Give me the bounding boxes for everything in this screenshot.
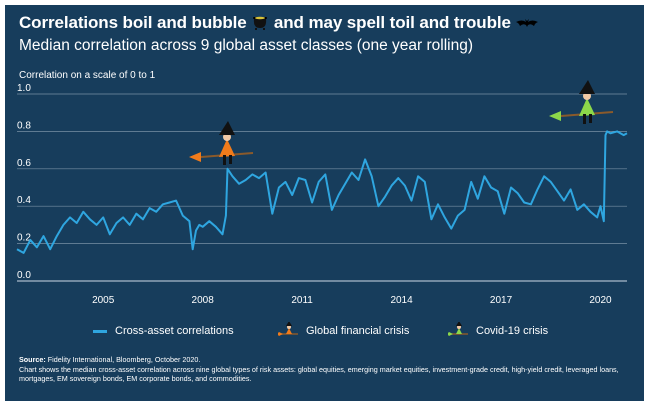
y-tick-label: 0.4: [17, 195, 31, 206]
witch-robe: [579, 98, 595, 116]
broom-bristles: [549, 111, 561, 121]
witch-leg: [589, 114, 592, 123]
title-part-1: Correlations boil and bubble: [19, 13, 247, 32]
legend-line-swatch: [93, 329, 107, 333]
legend-series-label: Cross-asset correlations: [115, 325, 234, 337]
x-tick-label: 2020: [589, 295, 612, 306]
y-tick-label: 1.0: [17, 83, 31, 94]
witch-hat: [219, 121, 235, 135]
x-tick-label: 2008: [192, 295, 215, 306]
title-part-2: and may spell toil and trouble: [273, 13, 511, 32]
chart-description-note: Chart shows the median cross-asset corre…: [19, 364, 619, 384]
witch-robe: [219, 139, 235, 157]
witch-icon: [189, 121, 254, 165]
y-tick-label: 0.2: [17, 233, 31, 244]
y-tick-label: 0.6: [17, 158, 31, 169]
legend-gfc-label: Global financial crisis: [306, 325, 410, 337]
legend-item-series: Cross-asset correlations: [93, 321, 234, 341]
cauldron-icon: [253, 16, 268, 30]
witch-leg: [223, 155, 226, 165]
y-axis-label: Correlation on a scale of 0 to 1: [19, 70, 156, 81]
witch-icon: [549, 80, 614, 124]
source-note: Source: Fidelity International, Bloomber…: [19, 355, 629, 384]
source-label: Source:: [19, 355, 46, 364]
witch-leg: [583, 114, 586, 124]
series-line: [16, 130, 628, 254]
x-tick-label: 2017: [490, 295, 513, 306]
legend-item-gfc: Global financial crisis: [278, 321, 409, 341]
witch-icon: [278, 322, 298, 336]
bat-icon: [516, 19, 539, 27]
line-chart: 0.0 0.2 0.4 0.6 0.8 1.0 2005 2008 2011 2014 2017 2…: [16, 80, 628, 306]
witch-leg: [229, 155, 232, 164]
legend-item-covid: Covid-19 crisis: [448, 321, 548, 341]
x-tick-label: 2005: [92, 295, 115, 306]
chart-panel: Correlations boil and bubble and may spe…: [5, 5, 644, 401]
witch-hat: [579, 80, 595, 94]
source-text: Fidelity International, Bloomberg, Octob…: [47, 355, 201, 364]
y-tick-label: 0.0: [17, 270, 31, 281]
x-tick-label: 2014: [390, 295, 413, 306]
witch-icon: [448, 322, 468, 336]
broom-bristles: [189, 152, 201, 162]
chart-subtitle: Median correlation across 9 global asset…: [19, 37, 474, 54]
x-tick-label: 2011: [291, 295, 313, 306]
chart-title: Correlations boil and bubble and may spe…: [19, 13, 539, 33]
legend-covid-label: Covid-19 crisis: [476, 325, 549, 337]
y-tick-label: 0.8: [17, 120, 31, 131]
